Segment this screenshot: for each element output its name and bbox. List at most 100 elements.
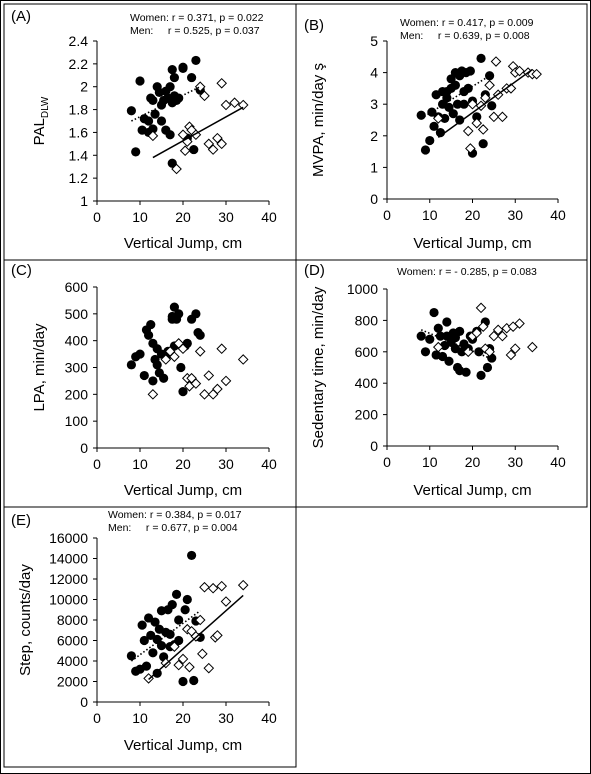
data-point [482, 362, 493, 373]
data-point [480, 92, 491, 104]
x-axis-label: Vertical Jump, cm [124, 482, 242, 499]
data-point [169, 72, 179, 83]
data-point [229, 97, 240, 109]
data-point [472, 112, 482, 122]
data-point [488, 330, 500, 342]
data-point [425, 334, 435, 344]
data-point [429, 121, 439, 131]
data-point [150, 617, 160, 627]
data-point [177, 343, 189, 355]
x-axis-label: Vertical Jump, cm [124, 737, 242, 754]
data-point [152, 360, 162, 370]
data-point [509, 343, 521, 354]
y-tick-label: 1000 [347, 281, 378, 297]
y-tick-label: 3 [370, 96, 378, 112]
x-tick-label: 10 [132, 710, 148, 726]
data-point [182, 594, 192, 605]
data-point [416, 331, 426, 341]
x-tick-label: 30 [507, 207, 523, 223]
fit-line-women [130, 610, 201, 662]
data-point [497, 330, 508, 342]
y-tick-label: 12000 [49, 571, 88, 587]
data-point [220, 99, 232, 111]
data-point [514, 65, 525, 77]
data-point [416, 110, 426, 120]
chart-panel-b: (B) 0 10 20 30 40 0 1 2 3 4 5 Vertical Jump, cm MVPA,… [304, 17, 566, 252]
stats-annotation: Men: r = 0.639, p = 0.008 [400, 30, 530, 42]
stats-annotation: Women: r = 0.417, p = 0.009 [400, 17, 534, 29]
y-axis-label-main: PAL [31, 118, 48, 145]
x-tick-label: 0 [383, 454, 391, 470]
data-point [459, 99, 469, 109]
x-tick-label: 10 [422, 207, 438, 223]
y-tick-label: 200 [65, 386, 89, 402]
y-tick-label: 10000 [49, 592, 88, 608]
chart-panel-a: (A) 0 10 20 30 40 1 1.2 1.4 1.6 1.8 2 2.2 2.4 Vertical… [11, 8, 277, 252]
y-tick-label: 600 [65, 279, 89, 295]
y-tick-label: 0 [370, 438, 378, 454]
data-point [171, 589, 182, 599]
data-point [131, 147, 141, 157]
y-tick-label: 14000 [49, 551, 88, 567]
x-tick-label: 30 [218, 456, 234, 472]
fit-line-men [148, 594, 244, 681]
y-axis-label: PALDLW [31, 96, 51, 145]
data-point [178, 676, 188, 687]
data-point [487, 101, 497, 111]
data-point [477, 124, 489, 135]
data-point [147, 389, 159, 400]
series-men [147, 77, 249, 175]
data-point [184, 661, 195, 673]
y-axis-label: Sedentary time, min/day [310, 286, 327, 448]
data-point [476, 370, 486, 380]
data-point [432, 113, 444, 124]
data-point [148, 376, 158, 386]
data-point [455, 326, 465, 336]
data-point [169, 641, 180, 652]
data-point [203, 370, 215, 381]
data-point [444, 356, 454, 366]
y-tick-label: 1.4 [69, 147, 89, 163]
data-point [160, 354, 172, 365]
x-tick-label: 10 [422, 454, 438, 470]
data-point [176, 362, 186, 373]
data-point [159, 373, 169, 383]
data-point [212, 383, 223, 395]
data-point [135, 349, 145, 359]
data-point [492, 324, 504, 336]
y-axis-label-main: MVPA, min/day ş [310, 63, 327, 177]
data-point [465, 66, 475, 76]
y-tick-label: 16000 [49, 530, 88, 546]
series-men [432, 302, 538, 361]
y-tick-label: 6000 [57, 633, 88, 649]
data-point [189, 675, 199, 686]
y-tick-label: 2.2 [69, 56, 89, 72]
data-point [437, 351, 448, 362]
data-point [475, 302, 487, 314]
data-point [156, 641, 167, 651]
data-point [180, 605, 190, 615]
data-point [156, 116, 167, 126]
series-men [143, 579, 249, 684]
data-point [440, 113, 450, 124]
x-tick-label: 10 [132, 456, 148, 472]
y-tick-label: 300 [65, 360, 89, 376]
y-axis-label-main: Sedentary time, min/day [310, 286, 327, 448]
data-point [167, 158, 177, 168]
data-point [191, 309, 201, 319]
y-tick-label: 200 [355, 407, 379, 423]
data-point [488, 111, 500, 123]
data-point [462, 346, 474, 358]
y-axis-label: MVPA, min/day ş [310, 63, 327, 177]
y-tick-label: 0 [80, 694, 88, 710]
x-tick-label: 20 [175, 456, 191, 472]
data-point [425, 135, 435, 146]
data-point [187, 72, 197, 83]
data-point [216, 138, 228, 150]
x-tick-label: 0 [93, 710, 101, 726]
data-point [455, 115, 465, 125]
data-point [465, 143, 476, 154]
data-point [178, 62, 188, 72]
y-tick-label: 1 [370, 159, 378, 175]
data-point [165, 130, 175, 140]
